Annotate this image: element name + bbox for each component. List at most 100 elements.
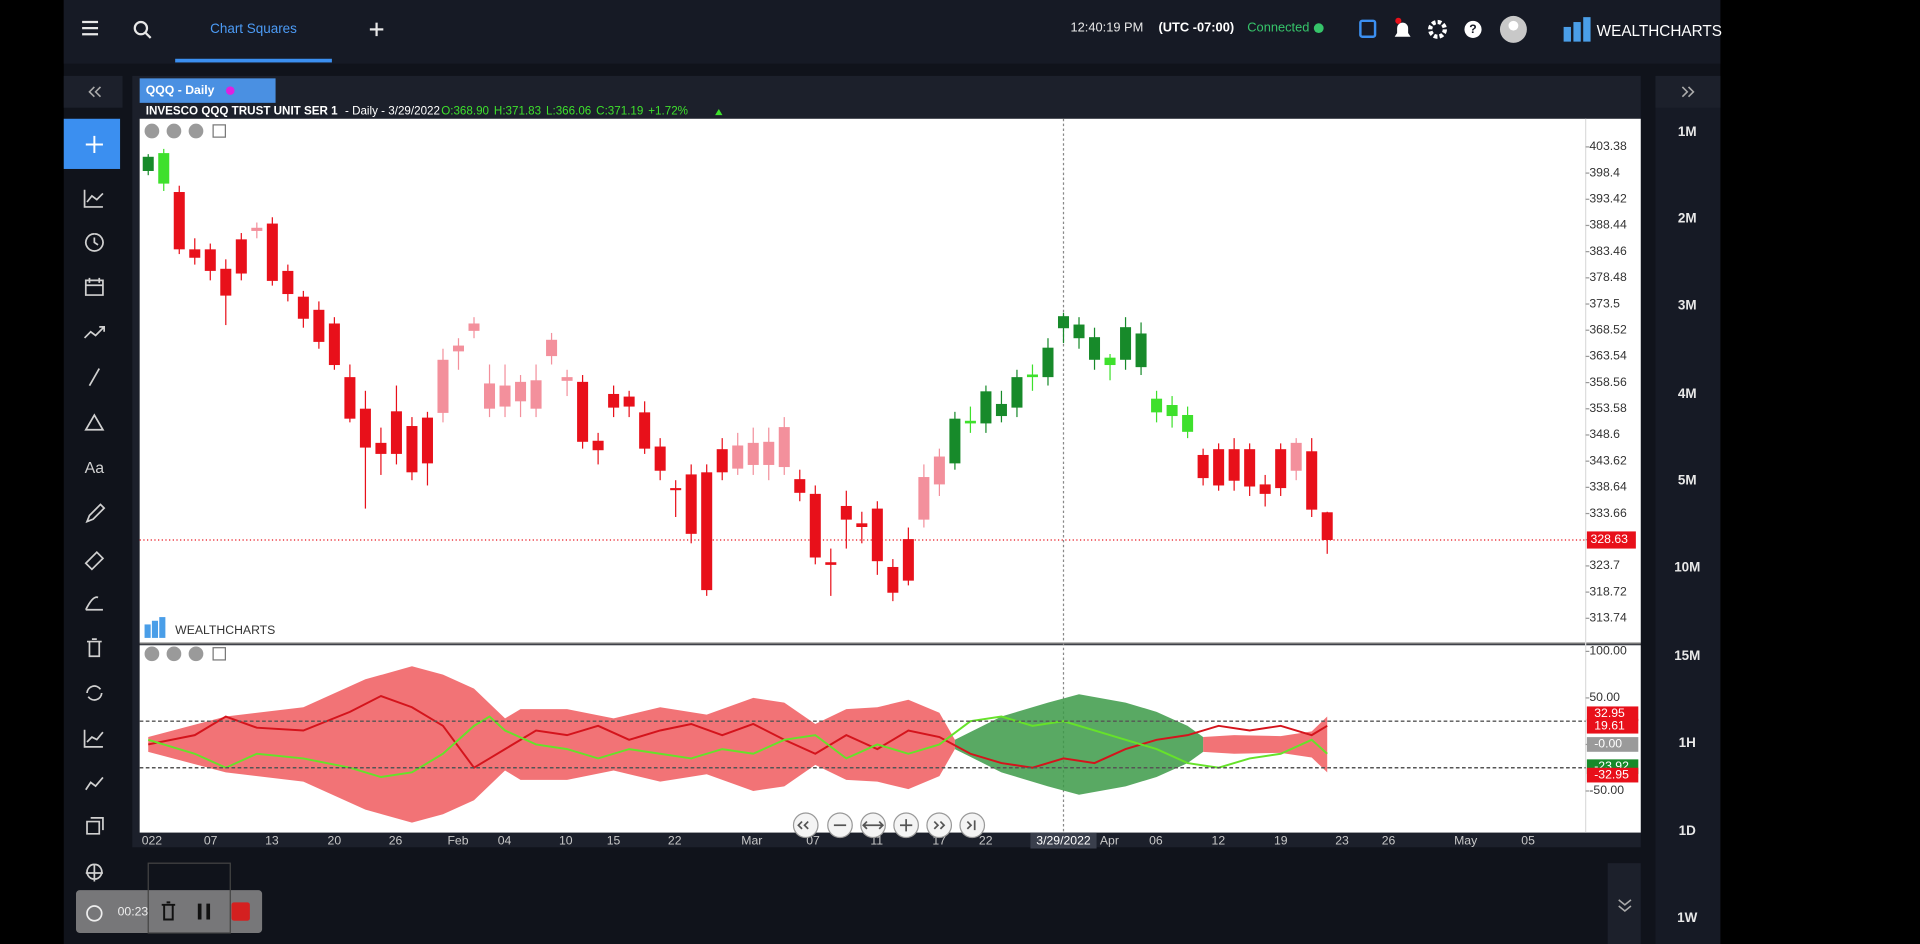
candle-body [204,249,216,271]
search-icon-handle [145,32,152,39]
timeframe-option[interactable]: 1W [1677,910,1697,925]
search-icon[interactable] [133,20,149,36]
add-tool-glyph [85,135,103,154]
x-tick-label: 07 [204,833,218,847]
help-icon[interactable] [1464,20,1482,38]
save-icon[interactable] [1359,19,1377,38]
watermark-logo [144,624,151,638]
y-tick-label: 348.6 [1589,427,1620,441]
tab-label[interactable]: Chart Squares [210,21,297,36]
timeframe-option[interactable]: 1M [1678,124,1697,139]
candle-body [887,566,899,593]
nav-button[interactable] [926,812,953,839]
ohlc-value: H:371.83 [494,104,541,117]
recorder-pause[interactable] [197,903,211,920]
cursor-date-box [1030,832,1097,849]
nav-button[interactable] [959,812,986,839]
candle-body [608,393,620,408]
chart-subtitle: - Daily - 3/29/2022 [345,104,440,117]
toolbar-tool[interactable] [85,596,103,611]
text-tool[interactable]: Aa [85,460,105,477]
candle-body [1244,449,1256,487]
timeframe-option[interactable]: 1D [1679,823,1696,838]
toolbar-tool[interactable] [84,277,104,296]
y-tick-label: 388.44 [1589,218,1627,232]
candle-body [1073,324,1085,339]
ohlc-value: L:366.06 [546,104,591,117]
recorder-trash[interactable] [161,901,176,921]
bell-icon[interactable] [1394,22,1411,37]
toolbar-tool[interactable] [88,368,101,387]
recorder-frame [147,862,231,934]
candle-body [794,479,806,493]
current-price-label: 328.63 [1591,532,1629,546]
candle-body [980,391,992,424]
symbol-tab[interactable] [139,78,276,103]
pane-collapse[interactable] [212,124,226,138]
nav-button[interactable] [792,812,819,839]
timeframe-panel [1655,75,1721,944]
collapse-left[interactable] [63,75,123,108]
recorder-time: 00:23 [118,904,149,918]
toolbar-tool[interactable] [83,326,106,339]
candle-body [390,411,402,454]
candle-body [1275,449,1287,489]
x-tick-label: 04 [498,833,512,847]
candle-body [1228,449,1240,481]
candle-body [235,239,247,274]
toolbar-tool[interactable] [83,189,104,208]
x-tick-label: Mar [741,833,762,847]
x-tick-label: 13 [265,833,279,847]
oscillator-line [148,694,1328,770]
timeframe-option[interactable]: 10M [1674,560,1700,575]
candle-body [375,442,387,454]
pane-control[interactable] [144,123,160,139]
logo-mark [1573,22,1581,42]
candle-body [1120,327,1132,360]
toolbar-tool[interactable] [87,638,102,658]
oscillator-line [147,715,1328,779]
timeframe-option[interactable]: 1H [1679,735,1696,750]
recorder-stop[interactable] [231,902,250,921]
toolbar-tool[interactable] [85,863,103,882]
recorder-mic[interactable] [86,905,103,922]
candle-body [359,408,371,448]
pane-collapse[interactable] [212,647,226,661]
watermark-logo [159,617,166,638]
status-dot [1313,23,1324,34]
timeframe-option[interactable]: 2M [1678,211,1697,226]
toolbar-tool[interactable] [83,729,104,748]
pane-control[interactable] [188,646,204,662]
ohlc-value: O:368.90 [441,104,489,117]
change-arrow [715,108,723,116]
toolbar-tool[interactable] [84,413,105,431]
toolbar-tool[interactable] [84,550,105,571]
timeframe-option[interactable]: 3M [1678,298,1697,313]
candle-body [452,345,465,352]
x-tick-label: 23 [1335,833,1349,847]
pane-control[interactable] [166,123,182,139]
pane-control[interactable] [144,646,160,662]
toolbar-tool[interactable] [86,685,103,701]
last-value-box [1586,737,1639,752]
price-pane [139,118,1641,643]
timeframe-option[interactable]: 5M [1678,473,1697,488]
toolbar-tool[interactable] [85,503,106,524]
timeframe-option[interactable]: 15M [1674,648,1700,663]
settings-icon[interactable] [1428,19,1447,39]
toolbar-tool[interactable] [86,817,104,835]
ohlc-value: +1.72% [648,104,688,117]
collapse-left-glyph [88,86,102,98]
last-value-label: 32.95 [1594,706,1625,720]
x-tick-label: 26 [389,833,403,847]
candle-body [484,383,496,409]
toolbar-tool[interactable] [85,776,104,791]
pane-control[interactable] [188,123,204,139]
candle-body [282,270,294,295]
collapse-right-glyph [1681,86,1695,98]
timeframe-option[interactable]: 4M [1678,386,1697,401]
toolbar-tool[interactable] [85,233,104,252]
candle-body [1011,377,1023,408]
expand-bottom-glyph [1618,899,1632,912]
pane-control[interactable] [166,646,182,662]
